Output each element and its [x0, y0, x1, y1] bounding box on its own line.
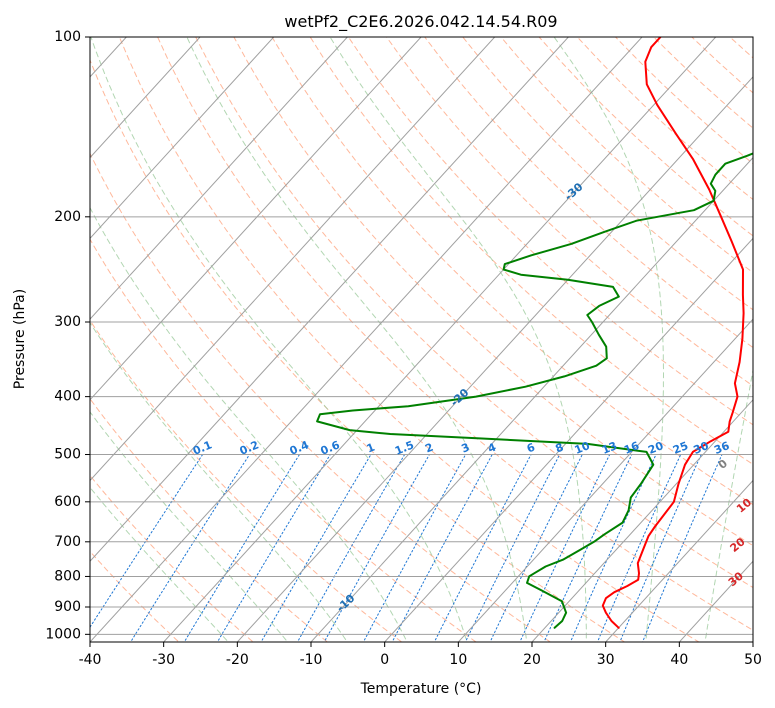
x-tick-label: 10: [449, 652, 467, 668]
y-tick-label: 400: [54, 389, 81, 405]
mixing-ratio-line: [619, 454, 702, 642]
isotherm-line: [310, 156, 753, 642]
x-tick-label: 30: [597, 652, 615, 668]
isotherm-line: [90, 37, 349, 320]
dry-adiabat: [90, 152, 552, 642]
dry-adiabat: [347, 37, 753, 426]
theta-label: 10: [734, 496, 754, 516]
isotherm-line: [90, 37, 643, 642]
mixing-ratio-line: [519, 454, 611, 642]
y-tick-label: 1000: [45, 626, 81, 642]
moist-adiabat: [553, 37, 664, 642]
mixing-ratio-line: [596, 454, 682, 642]
mixing-ratio-label: 3: [459, 441, 471, 456]
moist-adiabat: [90, 322, 348, 642]
dry-adiabat: [157, 37, 753, 631]
dry-adiabat: [195, 37, 753, 589]
y-tick-label: 300: [54, 314, 81, 330]
mixing-ratio-line: [260, 454, 372, 642]
x-tick-label: -10: [300, 652, 323, 668]
mixing-ratio-line: [543, 454, 633, 642]
mixing-ratio-label: 20: [646, 439, 665, 457]
dry-adiabat: [90, 474, 254, 642]
temperature-line: [601, 37, 745, 629]
isotherm-line: [531, 399, 753, 642]
isotherm-line: [457, 318, 753, 642]
profile-lines: [316, 37, 753, 629]
x-tick-label: -40: [79, 652, 102, 668]
mixing-ratio-label: 36: [712, 439, 731, 457]
y-tick-label: 700: [54, 534, 81, 550]
isotherm-line: [90, 37, 201, 159]
mixing-ratio-line: [391, 454, 493, 642]
grid-lines: [90, 37, 753, 642]
y-tick-label: 800: [54, 568, 81, 584]
mixing-ratio-label: 25: [671, 439, 690, 457]
x-tick-label: -20: [226, 652, 249, 668]
dry-adiabat: [271, 37, 753, 506]
dry-adiabat: [90, 238, 477, 642]
moist-adiabat: [186, 37, 528, 642]
dry-adiabat: [386, 37, 753, 387]
mixing-ratio-label: 1: [365, 441, 377, 456]
dewpoint-line: [316, 152, 753, 629]
moist-adiabat: [329, 37, 587, 642]
x-axis-label: Temperature (°C): [360, 681, 482, 697]
isotherm-line: [90, 37, 422, 401]
mixing-ratio-label: 10: [573, 439, 592, 457]
y-tick-label: 100: [54, 29, 81, 45]
mixing-ratio-label: 13: [600, 439, 619, 457]
mixing-ratio-label: 30: [692, 439, 711, 457]
moist-adiabat: [90, 37, 468, 642]
mixing-ratio-label: 2: [423, 441, 435, 456]
mixing-ratio-line: [90, 454, 204, 629]
x-tick-label: 40: [670, 652, 688, 668]
mixing-ratio-line: [216, 454, 331, 642]
dry-adiabat: [90, 58, 626, 642]
x-tick-label: 20: [523, 652, 541, 668]
axis-ticks: -40 -30 -20 -10 0 10 20 30 40 50 100 200 300 400 500 60…: [45, 29, 762, 668]
dry-adiabat: [462, 37, 753, 311]
x-tick-label: -30: [152, 652, 175, 668]
moist-adiabat: [90, 411, 289, 642]
y-tick-label: 600: [54, 494, 81, 510]
mixing-ratio-label: 16: [622, 439, 641, 457]
plot-frame: [89, 36, 754, 643]
isotherm-line: [90, 37, 570, 563]
mixing-ratio-line: [569, 454, 657, 642]
isotherm-line: [236, 76, 753, 642]
mixing-ratio-line: [183, 454, 300, 642]
mixing-ratio-line: [362, 454, 467, 642]
isotherm-line: [162, 37, 717, 642]
moist-adiabat: [90, 486, 229, 642]
y-tick-label: 200: [54, 209, 81, 225]
y-axis-label: Pressure (hPa): [12, 289, 28, 389]
mixing-ratio-line: [433, 454, 532, 642]
mixing-ratio-line: [464, 454, 561, 642]
mixing-ratio-line: [489, 454, 583, 642]
isotherm-line: [604, 479, 753, 642]
isotherm-line: [90, 37, 275, 240]
y-tick-label: 900: [54, 599, 81, 615]
x-tick-label: 0: [380, 652, 389, 668]
x-tick-label: 50: [744, 652, 762, 668]
isotherm-line: [383, 237, 753, 642]
mixing-ratio-label: 8: [553, 441, 565, 456]
isotherm-line: [90, 37, 496, 482]
y-tick-label: 500: [54, 447, 81, 463]
chart-title: wetPf2_C2E6.2026.042.14.54.R09: [284, 12, 557, 32]
